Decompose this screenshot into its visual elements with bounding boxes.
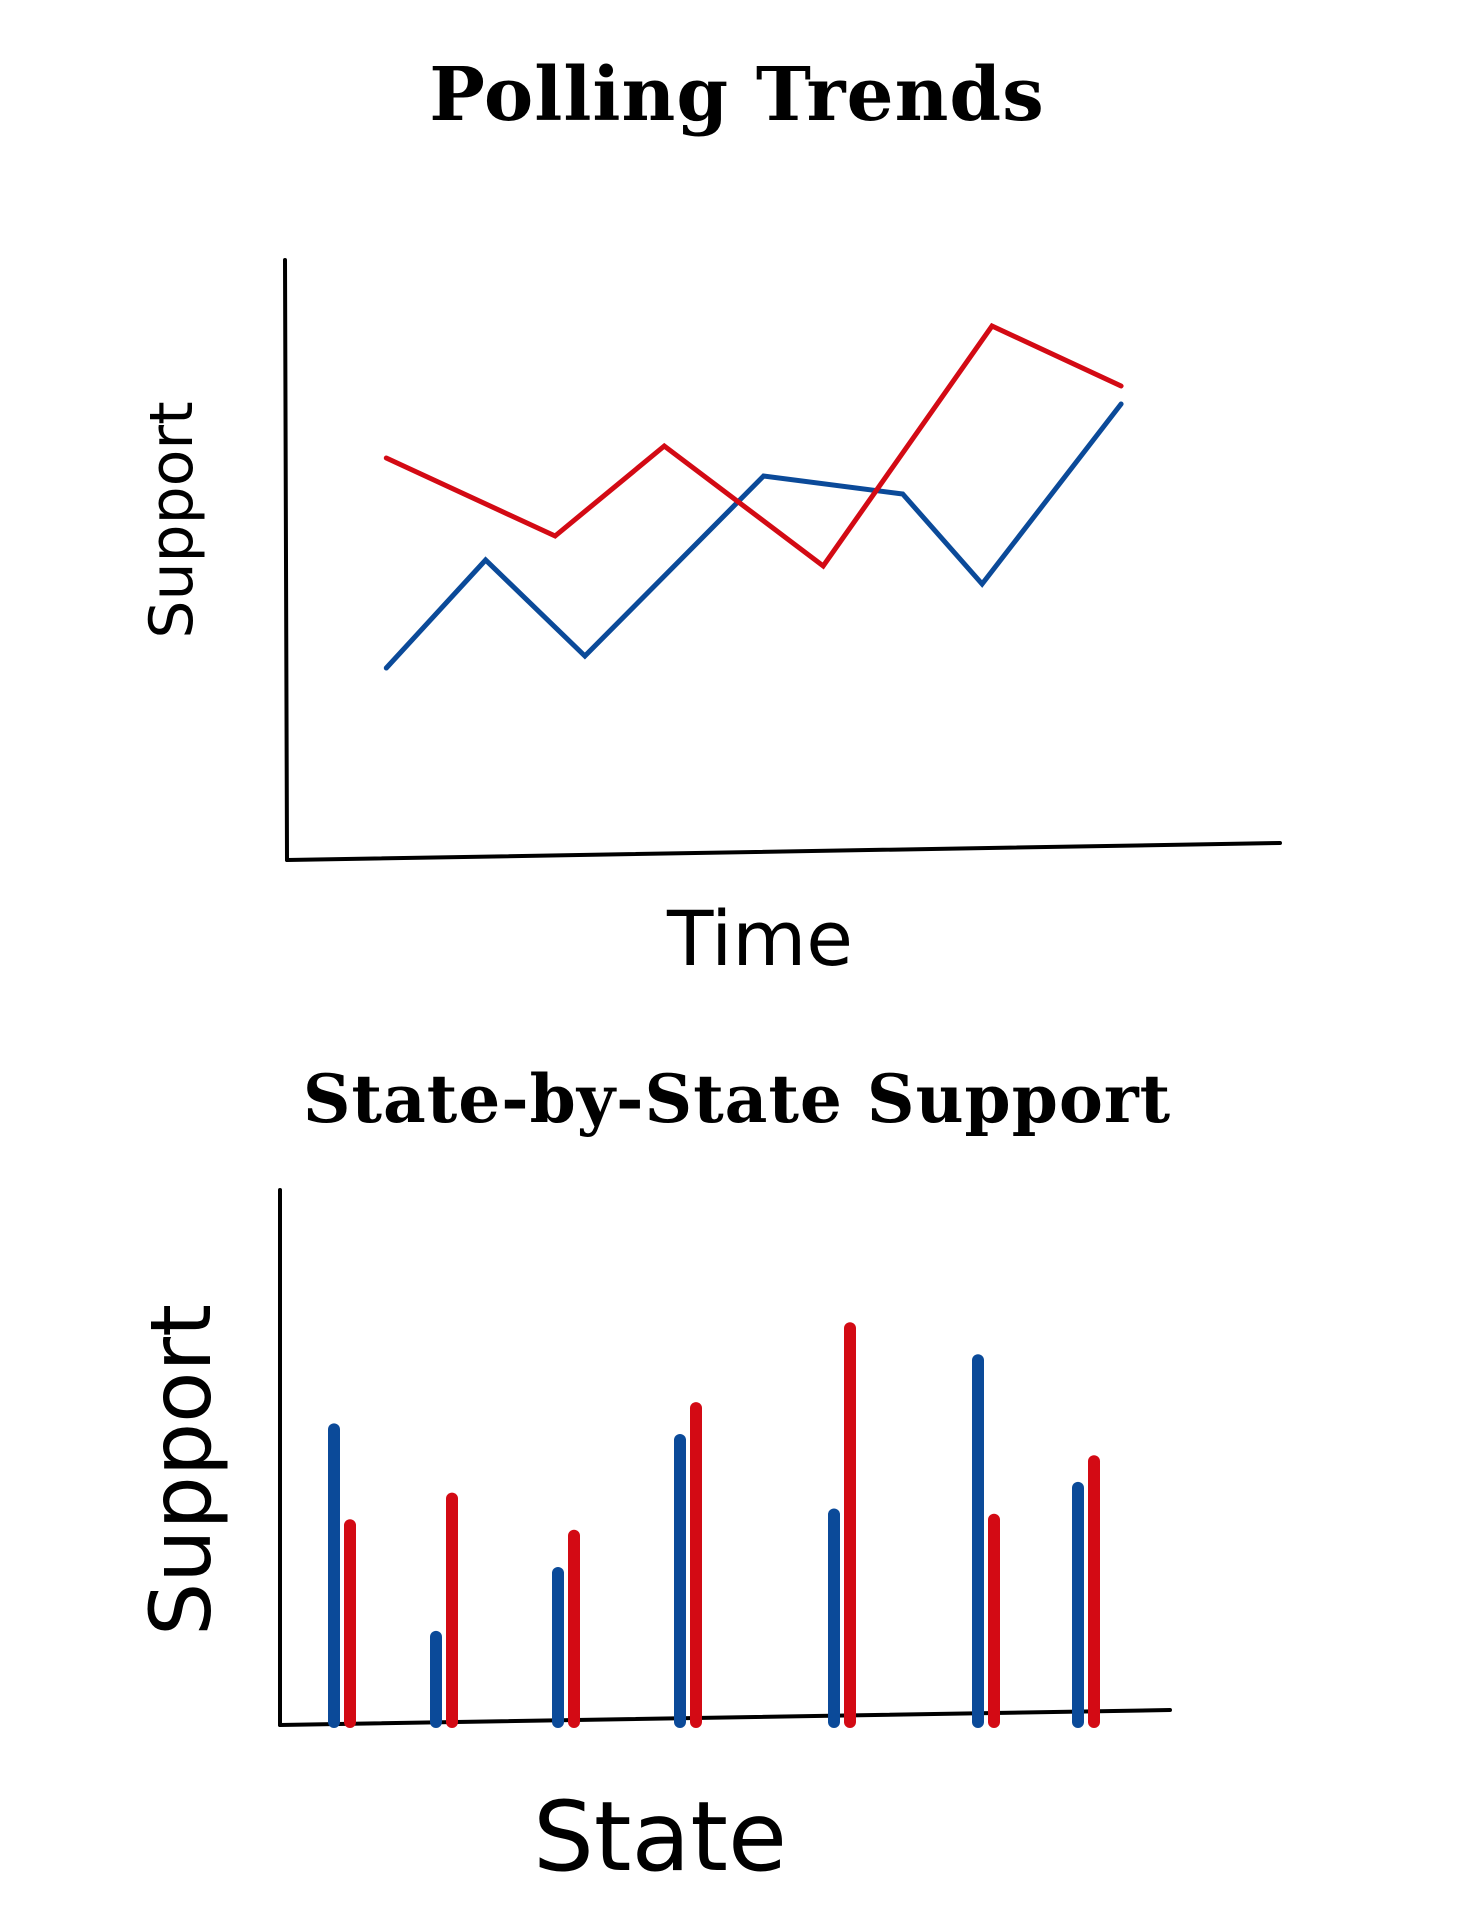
bar-series-group [328,1322,1100,1728]
line-chart-x-label: Time [666,894,853,983]
line-chart-x-axis [285,841,1282,862]
line-chart-y-axis [283,258,289,862]
bar-chart: Support State [132,1188,1172,1893]
line-series-group [383,322,1124,671]
bar-chart-x-axis [278,1708,1172,1727]
line-chart-y-label: Support [137,401,207,638]
line-chart: Support Time [137,258,1282,983]
bar-chart-y-label: Support [132,1304,230,1636]
chart-title-state-support: State-by-State Support [302,1060,1172,1138]
line-series-red [383,322,1124,570]
chart-title-polling-trends: Polling Trends [429,52,1045,138]
line-series-blue [383,401,1124,671]
bar-chart-x-label: State [533,1781,787,1893]
